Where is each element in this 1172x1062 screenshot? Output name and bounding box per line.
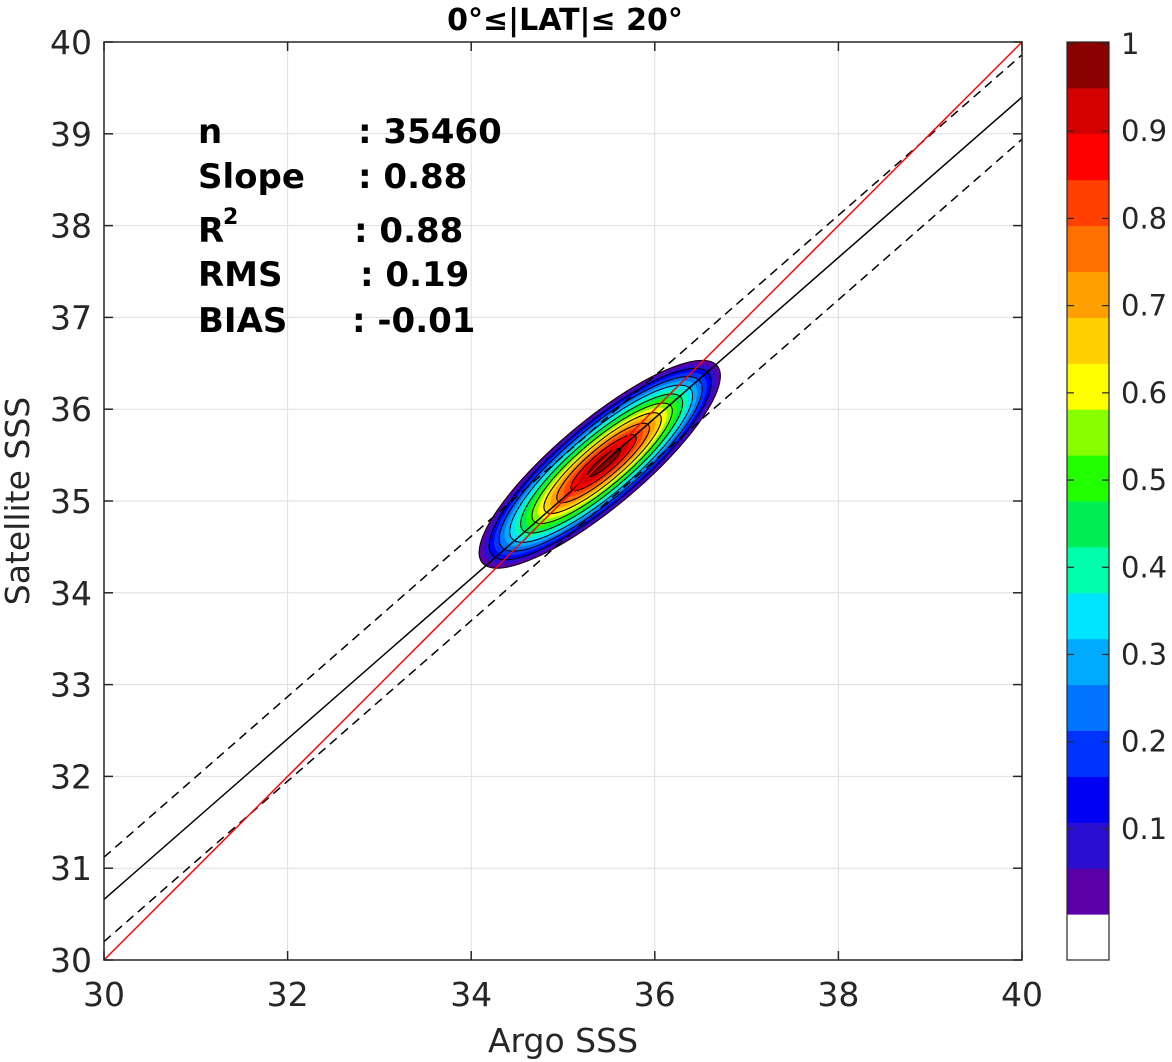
colorbar-swatch [1067,638,1109,686]
colorbar-swatch [1067,225,1109,272]
colorbar-tick-label: 0.7 [1121,289,1167,323]
identity-line [103,41,1023,961]
colorbar-swatch [1067,409,1109,456]
colorbar-swatch [1067,546,1109,594]
colorbar-tick-label: 0.3 [1121,637,1167,671]
y-axis-label: Satellite SSS [0,397,37,606]
colorbar-swatch [1067,592,1109,640]
colorbar-swatch [1067,730,1109,777]
y-tick-label: 32 [50,757,92,796]
colorbar-swatch [1067,822,1109,869]
y-tick-label: 31 [50,849,92,888]
stat-bias-label: BIAS [198,301,287,341]
stat-slope-value: : 0.88 [358,157,467,197]
stat-slope-label: Slope [198,157,305,197]
colorbar-tick-label: 0.2 [1121,725,1167,759]
y-tick-label: 34 [50,574,92,613]
y-tick-label: 38 [50,207,92,246]
y-tick-label: 35 [50,482,92,521]
x-tick-label: 36 [634,975,676,1014]
stat-r2-label: R [198,211,224,251]
colorbar-swatch [1067,317,1109,364]
y-tick-label: 30 [50,941,92,980]
y-tick-label: 36 [50,390,92,429]
plot-area: 30 32 34 36 38 40 30 31 32 33 34 35 36 37 38 39 40 [50,23,1043,1014]
colorbar-swatch [1067,271,1109,318]
stats-box: n : 35460 Slope : 0.88 R 2 : 0.88 RMS : … [198,112,502,341]
x-tick-label: 38 [817,975,859,1014]
y-tick-label: 33 [50,666,92,705]
stat-n-label: n [198,112,222,152]
colorbar: 0.1 0.2 0.3 0.4 0.5 0.6 0.7 0.8 0.9 1 [1066,27,1167,961]
colorbar-swatch [1067,914,1109,961]
x-tick-label: 40 [1001,975,1043,1014]
stat-bias-value: : -0.01 [352,301,475,341]
stat-r2-sup: 2 [223,205,238,230]
colorbar-swatch [1067,363,1109,410]
fit-upper-bound-line [103,54,1023,858]
colorbar-swatch [1067,455,1109,502]
regression-lines [103,41,1023,961]
x-axis-label: Argo SSS [488,1021,638,1060]
colorbar-tick-label: 1 [1121,27,1139,61]
colorbar-swatch [1067,87,1109,135]
axis-ticks: 30 32 34 36 38 40 30 31 32 33 34 35 36 37 38 39 40 [50,23,1043,1014]
chart-title: 0°≤|LAT|≤ 20° [447,3,683,38]
colorbar-tick-label: 0.1 [1121,812,1167,846]
colorbar-swatch [1067,179,1109,227]
colorbar-tick-label: 0.6 [1121,376,1167,410]
y-tick-label: 39 [50,115,92,154]
x-tick-label: 34 [450,975,492,1014]
colorbar-swatch [1067,776,1109,823]
y-tick-label: 37 [50,298,92,337]
colorbar-frame [1066,41,1110,961]
regression-fit-line [103,96,1023,900]
stat-rms-value: : 0.19 [360,255,469,295]
colorbar-tick-label: 0.4 [1121,550,1167,584]
colorbar-swatch [1067,501,1109,548]
colorbar-tick-label: 0.9 [1121,114,1167,148]
colorbar-swatch [1067,133,1109,181]
grid [103,41,1023,961]
colorbar-swatch [1067,684,1109,731]
colorbar-tick-label: 0.5 [1121,463,1167,497]
colorbar-tick-label: 0.8 [1121,201,1167,235]
stat-n-value: : 35460 [358,112,502,152]
colorbar-swatch [1067,868,1109,915]
stat-r2-value: : 0.88 [354,211,463,251]
x-tick-label: 32 [267,975,309,1014]
x-tick-label: 30 [83,975,125,1014]
stat-rms-label: RMS [198,255,283,295]
colorbar-swatch [1067,42,1109,89]
y-tick-label: 40 [50,23,92,62]
